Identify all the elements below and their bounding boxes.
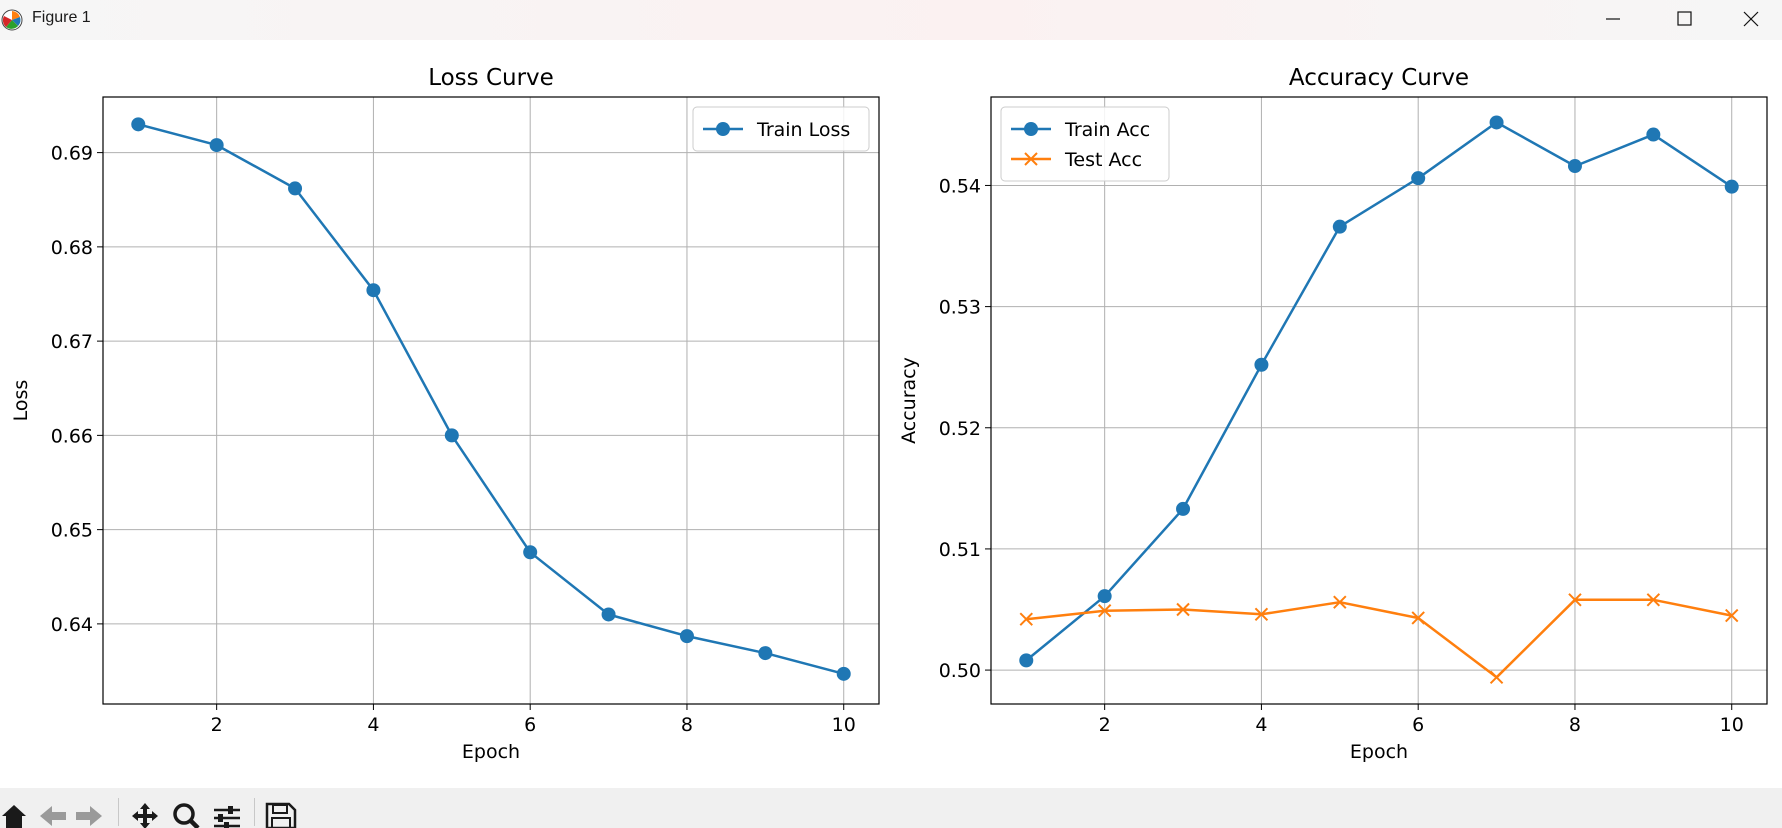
legend-label: Train Loss xyxy=(756,119,850,141)
data-point xyxy=(1725,608,1739,623)
x-tick-label: 6 xyxy=(1412,714,1424,736)
data-point xyxy=(366,283,381,298)
x-axis-label: Epoch xyxy=(1350,741,1408,763)
forward-arrow-icon[interactable] xyxy=(72,802,106,828)
legend-box xyxy=(692,106,870,152)
data-point xyxy=(1254,607,1269,622)
legend-marker xyxy=(1024,122,1038,136)
data-point xyxy=(1489,670,1504,685)
data-point xyxy=(1567,159,1582,174)
axes-frame xyxy=(990,96,1768,705)
data-point xyxy=(1646,127,1661,142)
save-icon[interactable] xyxy=(264,802,298,828)
minimize-button[interactable] xyxy=(1578,0,1648,40)
chart-title: Accuracy Curve xyxy=(1289,65,1469,91)
y-tick-label: 0.68 xyxy=(51,237,93,259)
data-point xyxy=(1411,611,1425,625)
subplots-config-icon[interactable] xyxy=(210,802,244,828)
maximize-icon xyxy=(1677,11,1692,26)
matplotlib-logo-icon xyxy=(1,9,23,31)
minimize-icon xyxy=(1606,18,1620,20)
x-axis-label: Epoch xyxy=(462,741,520,763)
x-tick-label: 8 xyxy=(681,714,693,736)
data-point xyxy=(209,138,224,153)
data-point xyxy=(1332,219,1347,234)
toolbar-separator xyxy=(118,798,119,826)
y-tick-label: 0.67 xyxy=(51,331,93,353)
y-tick-label: 0.64 xyxy=(51,614,93,636)
data-point xyxy=(1254,357,1269,372)
data-point xyxy=(1568,593,1582,607)
home-icon[interactable] xyxy=(0,802,34,828)
series-line-1 xyxy=(1026,598,1732,679)
legend-marker xyxy=(1024,152,1038,166)
series-line-0 xyxy=(137,123,845,676)
data-point xyxy=(758,646,773,661)
x-tick-label: 4 xyxy=(367,714,379,736)
maximize-button[interactable] xyxy=(1650,0,1720,40)
back-arrow-icon[interactable] xyxy=(36,802,70,828)
x-tick-label: 2 xyxy=(1099,714,1111,736)
data-point xyxy=(1019,612,1033,626)
data-point xyxy=(131,117,146,132)
y-tick-label: 0.66 xyxy=(51,425,93,447)
data-point xyxy=(836,666,851,681)
legend-label: Test Acc xyxy=(1064,149,1142,171)
title-bar: Figure 1 xyxy=(0,0,1782,40)
y-tick-label: 0.50 xyxy=(939,660,981,682)
data-point xyxy=(1489,115,1504,130)
data-point xyxy=(1724,179,1739,194)
data-point xyxy=(288,181,303,196)
pan-icon[interactable] xyxy=(128,802,162,828)
data-point xyxy=(601,607,616,622)
x-tick-label: 6 xyxy=(524,714,536,736)
legend-box xyxy=(1000,106,1170,182)
y-tick-label: 0.54 xyxy=(939,175,981,197)
y-tick-label: 0.69 xyxy=(51,143,93,165)
data-point xyxy=(1176,501,1191,516)
x-tick-label: 10 xyxy=(832,714,856,736)
y-axis-label: Accuracy xyxy=(898,357,920,444)
navigation-toolbar xyxy=(0,788,1782,828)
chart-title: Loss Curve xyxy=(428,65,554,91)
close-icon xyxy=(1743,11,1759,27)
data-point xyxy=(1333,595,1347,609)
y-tick-label: 0.53 xyxy=(939,297,981,319)
legend-label: Train Acc xyxy=(1064,119,1150,141)
window-title: Figure 1 xyxy=(32,9,91,26)
legend-marker xyxy=(716,122,730,136)
data-point xyxy=(444,428,459,443)
axes-frame xyxy=(102,96,880,705)
figure-canvas: 2 4 6 8 10 0.64 0.65 0.66 0.67 0.68 0.69 Loss Curve… xyxy=(10,65,1768,763)
chart-1: 2 4 6 8 10 0.50 0.51 0.52 0.53 0.54 Accuracy Curve… xyxy=(898,65,1768,763)
series-line-0 xyxy=(1025,121,1733,662)
data-point xyxy=(1097,604,1112,618)
x-tick-label: 10 xyxy=(1720,714,1744,736)
close-button[interactable] xyxy=(1720,0,1782,40)
data-point xyxy=(1176,602,1190,617)
x-tick-label: 8 xyxy=(1569,714,1581,736)
y-tick-label: 0.65 xyxy=(51,520,93,542)
data-point xyxy=(1411,171,1426,186)
data-point xyxy=(1097,589,1112,604)
y-tick-label: 0.52 xyxy=(939,418,981,440)
x-tick-label: 2 xyxy=(211,714,223,736)
data-point xyxy=(679,629,694,644)
data-point xyxy=(1019,653,1034,668)
chart-0: 2 4 6 8 10 0.64 0.65 0.66 0.67 0.68 0.69 Loss Curve… xyxy=(10,65,880,763)
zoom-icon[interactable] xyxy=(170,802,204,828)
y-axis-label: Loss xyxy=(10,380,32,422)
toolbar-separator xyxy=(254,798,255,826)
data-point xyxy=(1646,593,1661,607)
y-tick-label: 0.51 xyxy=(939,539,981,561)
x-tick-label: 4 xyxy=(1255,714,1267,736)
data-point xyxy=(523,545,538,560)
